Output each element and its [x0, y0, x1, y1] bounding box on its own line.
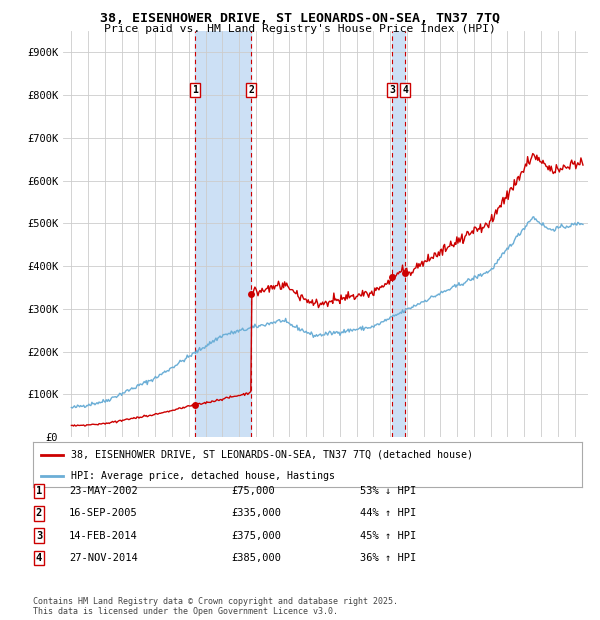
Text: 2: 2 [36, 508, 42, 518]
Bar [196, 31, 251, 437]
Text: 23-MAY-2002: 23-MAY-2002 [69, 486, 138, 496]
Text: 4: 4 [36, 553, 42, 563]
Text: £375,000: £375,000 [231, 531, 281, 541]
Text: 38, EISENHOWER DRIVE, ST LEONARDS-ON-SEA, TN37 7TQ: 38, EISENHOWER DRIVE, ST LEONARDS-ON-SEA… [100, 12, 500, 25]
Text: Contains HM Land Registry data © Crown copyright and database right 2025.: Contains HM Land Registry data © Crown c… [33, 597, 398, 606]
Text: 38, EISENHOWER DRIVE, ST LEONARDS-ON-SEA, TN37 7TQ (detached house): 38, EISENHOWER DRIVE, ST LEONARDS-ON-SEA… [71, 450, 473, 459]
Text: 27-NOV-2014: 27-NOV-2014 [69, 553, 138, 563]
Text: 1: 1 [36, 486, 42, 496]
Text: 2: 2 [248, 85, 254, 95]
Text: 53% ↓ HPI: 53% ↓ HPI [360, 486, 416, 496]
Text: 14-FEB-2014: 14-FEB-2014 [69, 531, 138, 541]
Text: 1: 1 [193, 85, 198, 95]
Text: 44% ↑ HPI: 44% ↑ HPI [360, 508, 416, 518]
Text: HPI: Average price, detached house, Hastings: HPI: Average price, detached house, Hast… [71, 471, 335, 480]
Text: 16-SEP-2005: 16-SEP-2005 [69, 508, 138, 518]
Text: This data is licensed under the Open Government Licence v3.0.: This data is licensed under the Open Gov… [33, 607, 338, 616]
Text: 45% ↑ HPI: 45% ↑ HPI [360, 531, 416, 541]
Text: 36% ↑ HPI: 36% ↑ HPI [360, 553, 416, 563]
Text: 3: 3 [389, 85, 395, 95]
Bar [392, 31, 405, 437]
Text: 4: 4 [402, 85, 408, 95]
Text: £335,000: £335,000 [231, 508, 281, 518]
Text: £75,000: £75,000 [231, 486, 275, 496]
Text: 3: 3 [36, 531, 42, 541]
Text: Price paid vs. HM Land Registry's House Price Index (HPI): Price paid vs. HM Land Registry's House … [104, 24, 496, 33]
Text: £385,000: £385,000 [231, 553, 281, 563]
